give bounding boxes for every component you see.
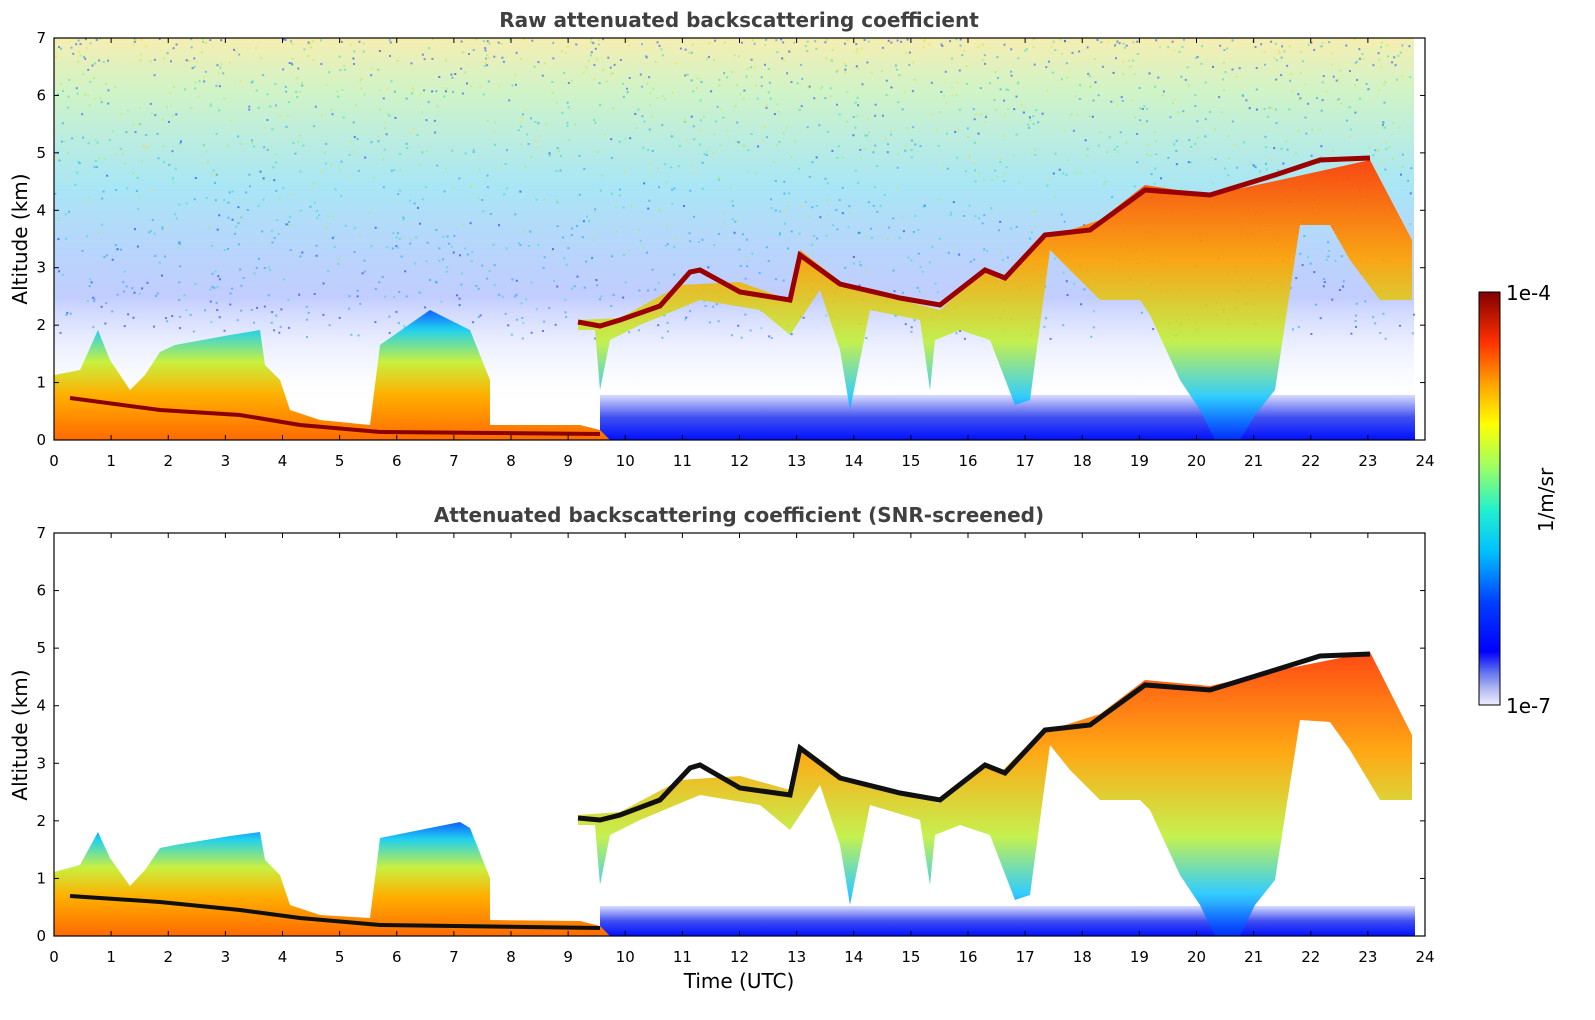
- raw-aerosol-layer: [54, 310, 610, 440]
- y-tick-label: 2: [36, 812, 46, 830]
- x-tick-label: 19: [1130, 948, 1149, 966]
- x-tick-label: 1: [106, 948, 116, 966]
- y-tick-label: 4: [36, 697, 46, 715]
- screened-aerosol-layer: [54, 822, 610, 936]
- y-tick-label: 4: [36, 201, 46, 219]
- x-tick-label: 9: [563, 948, 573, 966]
- raw-y-ticks: 0 1 2 3 4 5 6 7: [36, 29, 1425, 449]
- x-tick-label: 2: [163, 948, 173, 966]
- x-tick-label: 20: [1187, 948, 1206, 966]
- screened-x-ticks: 0 1 2 3 4 5 6 7 8 9 10 11 12 13 14 15 16 17 18 19 20 21 22 23 24: [49, 533, 1435, 966]
- raw-cloud-base-line: [577, 155, 1371, 329]
- raw-cirrus-cloud: [578, 160, 1412, 440]
- x-tick-label: 9: [563, 452, 573, 470]
- x-tick-label: 1: [106, 452, 116, 470]
- x-tick-label: 0: [49, 948, 59, 966]
- y-tick-label: 3: [36, 754, 46, 772]
- x-tick-label: 12: [730, 452, 749, 470]
- x-tick-label: 23: [1358, 948, 1377, 966]
- y-tick-label: 7: [36, 29, 46, 47]
- screened-y-ticks: 0 1 2 3 4 5 6 7: [36, 524, 1425, 945]
- x-tick-label: 6: [392, 452, 402, 470]
- raw-x-ticks: 0 1 2 3 4 5 6 7 8 9 10 11 12 13 14 15 16 17 18 19 20 21 22 23 24: [49, 38, 1435, 470]
- colorbar-gradient: [1478, 291, 1501, 706]
- x-tick-label: 24: [1415, 948, 1434, 966]
- y-tick-label: 5: [36, 144, 46, 162]
- y-tick-label: 6: [36, 86, 46, 104]
- x-tick-label: 5: [335, 948, 345, 966]
- panel-screened: Attenuated backscattering coefficient (S…: [8, 503, 1435, 993]
- x-tick-label: 8: [506, 452, 516, 470]
- y-tick-label: 7: [36, 524, 46, 542]
- screened-cirrus-cloud: [578, 652, 1412, 936]
- y-tick-label: 1: [36, 869, 46, 887]
- x-tick-label: 12: [730, 948, 749, 966]
- x-tick-label: 21: [1244, 452, 1263, 470]
- panel-raw: Raw attenuated backscattering coefficien…: [8, 8, 1435, 470]
- x-tick-label: 14: [844, 948, 863, 966]
- x-tick-label: 4: [278, 452, 288, 470]
- y-tick-label: 2: [36, 316, 46, 334]
- raw-panel-title: Raw attenuated backscattering coefficien…: [499, 8, 979, 32]
- colorbar-max-label: 1e-4: [1506, 281, 1551, 305]
- colorbar-units-label: 1/m/sr: [1534, 467, 1558, 532]
- x-tick-label: 0: [49, 452, 59, 470]
- x-tick-label: 16: [958, 452, 977, 470]
- raw-y-axis-label: Altitude (km): [8, 173, 32, 304]
- x-tick-label: 18: [1073, 452, 1092, 470]
- x-tick-label: 3: [221, 948, 231, 966]
- x-tick-label: 14: [844, 452, 863, 470]
- x-tick-label: 24: [1415, 452, 1434, 470]
- x-tick-label: 22: [1301, 452, 1320, 470]
- x-tick-label: 4: [278, 948, 288, 966]
- x-tick-label: 17: [1016, 452, 1035, 470]
- colorbar-min-label: 1e-7: [1506, 694, 1551, 718]
- y-tick-label: 1: [36, 374, 46, 392]
- x-tick-label: 13: [787, 948, 806, 966]
- screened-cloud-base-line: [577, 651, 1371, 823]
- x-tick-label: 17: [1016, 948, 1035, 966]
- x-tick-label: 11: [673, 452, 692, 470]
- x-tick-label: 13: [787, 452, 806, 470]
- x-tick-label: 2: [163, 452, 173, 470]
- screened-heatmap-area: [54, 533, 1425, 936]
- screened-boundary-layer-line: [69, 894, 601, 930]
- x-tick-label: 3: [221, 452, 231, 470]
- raw-heatmap-area: [54, 38, 1425, 440]
- x-tick-label: 21: [1244, 948, 1263, 966]
- y-tick-label: 0: [36, 927, 46, 945]
- x-tick-label: 19: [1130, 452, 1149, 470]
- y-tick-label: 6: [36, 582, 46, 600]
- y-tick-label: 3: [36, 259, 46, 277]
- x-tick-label: 18: [1073, 948, 1092, 966]
- x-tick-label: 20: [1187, 452, 1206, 470]
- x-tick-label: 5: [335, 452, 345, 470]
- y-tick-label: 5: [36, 639, 46, 657]
- x-tick-label: 10: [616, 452, 635, 470]
- colorbar: 1e-4 1e-7 1/m/sr: [1478, 281, 1558, 718]
- x-tick-label: 22: [1301, 948, 1320, 966]
- x-tick-label: 7: [449, 452, 459, 470]
- x-tick-label: 6: [392, 948, 402, 966]
- x-tick-label: 15: [901, 452, 920, 470]
- x-tick-label: 15: [901, 948, 920, 966]
- screened-y-axis-label: Altitude (km): [8, 669, 32, 800]
- screened-x-axis-label: Time (UTC): [683, 969, 795, 993]
- screened-panel-title: Attenuated backscattering coefficient (S…: [434, 503, 1044, 527]
- x-tick-label: 11: [673, 948, 692, 966]
- x-tick-label: 10: [616, 948, 635, 966]
- x-tick-label: 16: [958, 948, 977, 966]
- x-tick-label: 7: [449, 948, 459, 966]
- y-tick-label: 0: [36, 431, 46, 449]
- raw-surface-noise-band: [600, 395, 1415, 440]
- x-tick-label: 8: [506, 948, 516, 966]
- screened-surface-noise-band: [600, 906, 1415, 936]
- x-tick-label: 23: [1358, 452, 1377, 470]
- raw-boundary-layer-line: [69, 396, 601, 436]
